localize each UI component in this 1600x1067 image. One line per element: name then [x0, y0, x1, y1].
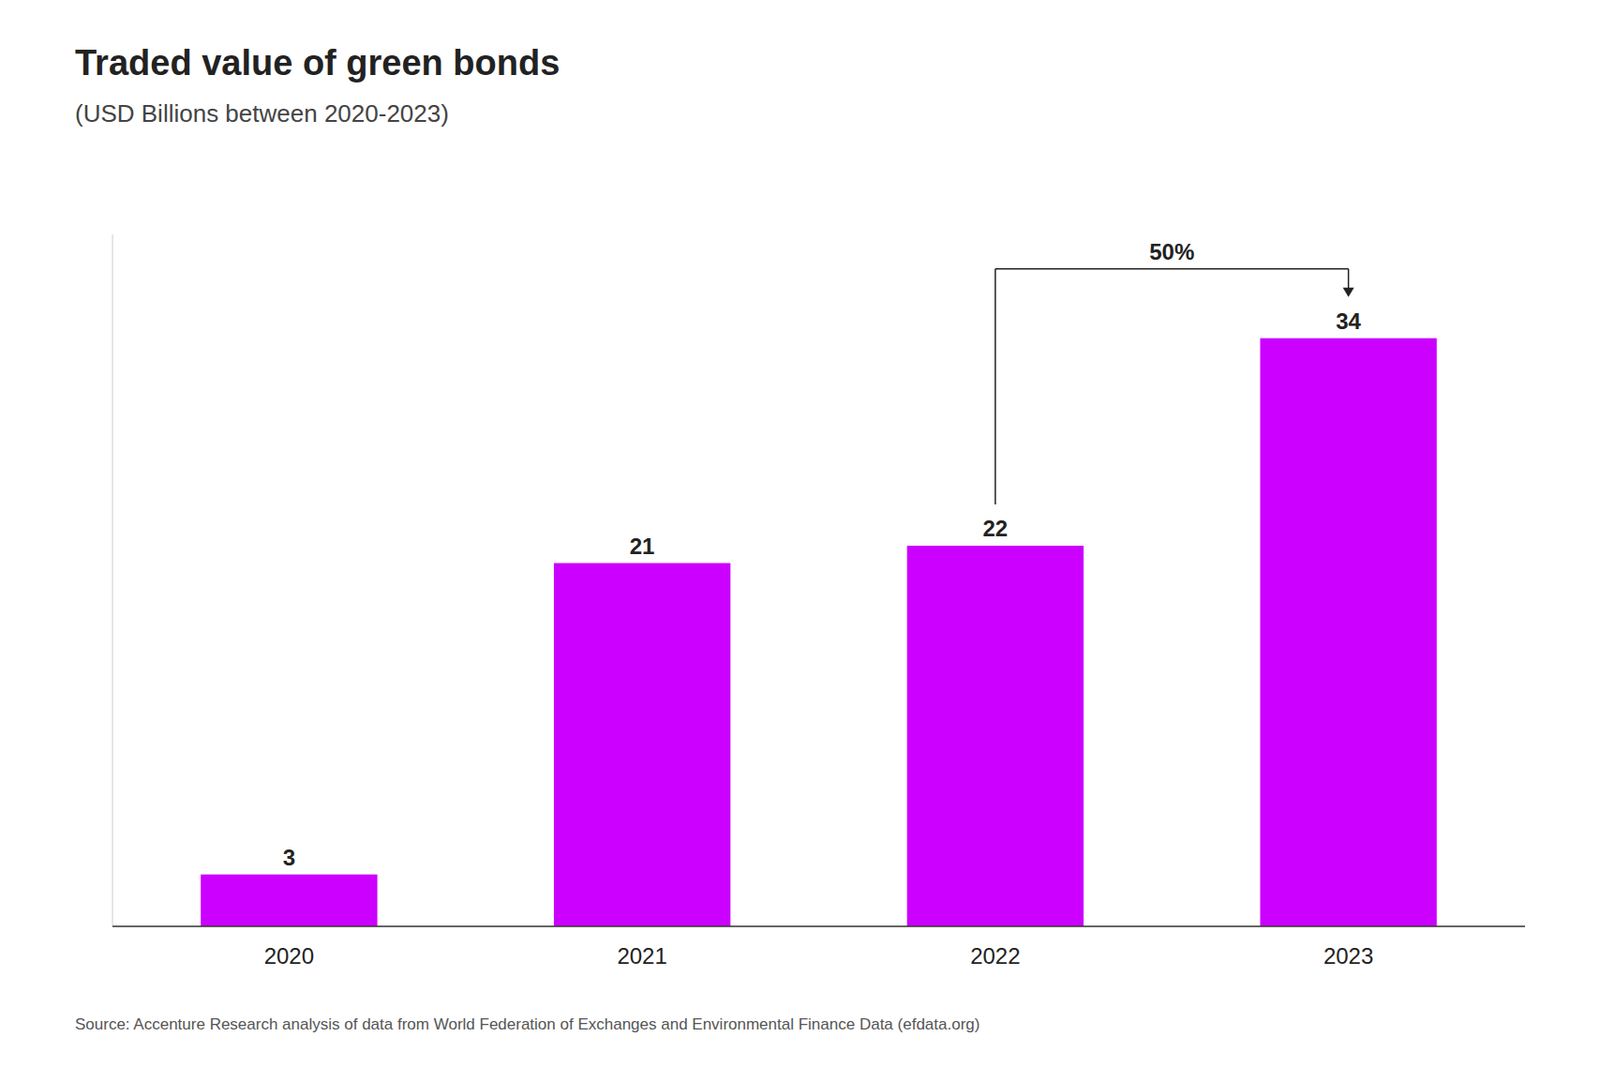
- subtitle: (USD Billions between 2020-2023): [74, 99, 449, 128]
- x-tick-label: 2021: [616, 942, 667, 969]
- data-label: 22: [983, 515, 1009, 541]
- bar: [907, 545, 1084, 927]
- data-label: 3: [283, 844, 296, 870]
- y-axis-line: [112, 234, 114, 927]
- bar: [553, 563, 731, 927]
- bar: [1259, 338, 1436, 927]
- data-label: 34: [1335, 308, 1361, 334]
- bracket-line: [995, 268, 1349, 270]
- bracket-arrow: [1343, 287, 1355, 298]
- chart-svg: Traded value of green bonds (USD Billions…: [0, 0, 1600, 1067]
- annotation-bracket: [995, 269, 1355, 505]
- bracket-line: [994, 269, 997, 505]
- source: Source: Accenture Research analysis of d…: [74, 1015, 980, 1033]
- x-tick-label: 2022: [970, 942, 1020, 969]
- annotation-text: 50%: [1149, 239, 1195, 265]
- x-tick-label: 2023: [1323, 942, 1374, 969]
- background: [0, 0, 1600, 1067]
- title: Traded value of green bonds: [74, 43, 560, 83]
- bars: [200, 338, 1437, 927]
- x-tick-label: 2020: [264, 942, 315, 969]
- x-axis-line: [112, 925, 1526, 928]
- data-label: 21: [629, 533, 656, 559]
- chart-container: Traded value of green bonds (USD Billions…: [0, 0, 1600, 1067]
- bar: [200, 874, 377, 927]
